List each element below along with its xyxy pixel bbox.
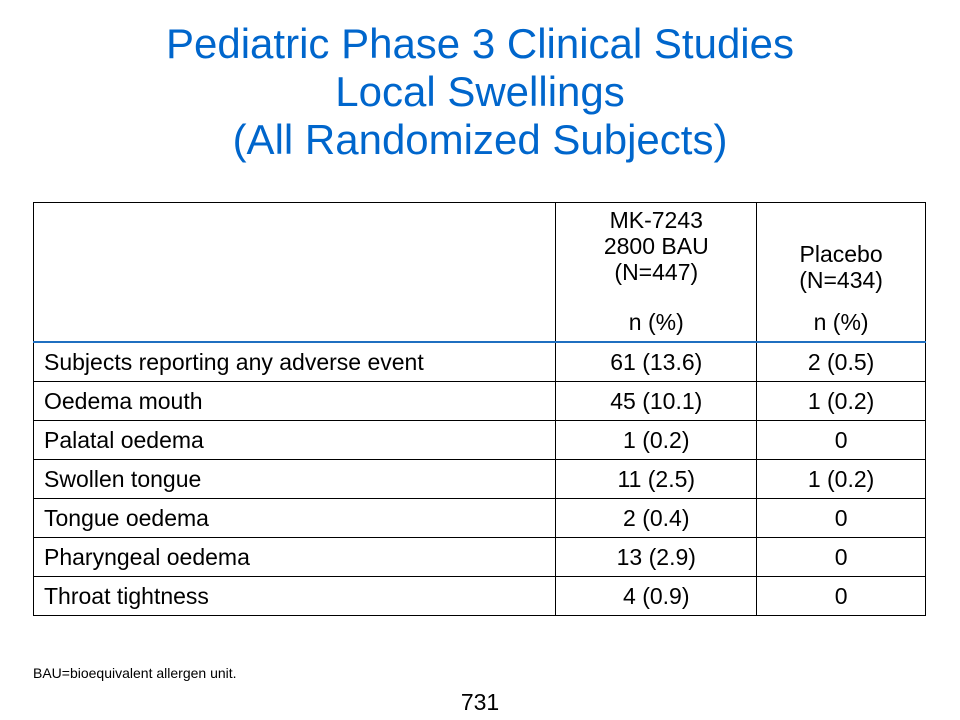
row-mk7243-value: 13 (2.9) bbox=[555, 537, 758, 577]
adverse-events-table: MK-7243 2800 BAU (N=447) n (%) Placebo (… bbox=[32, 202, 926, 616]
row-label: Palatal oedema bbox=[32, 420, 557, 460]
header-mk7243-line-2: 2800 BAU bbox=[603, 233, 709, 259]
table-row: Pharyngeal oedema 13 (2.9) 0 bbox=[32, 537, 926, 577]
header-mk7243-unit: n (%) bbox=[628, 309, 684, 335]
row-mk7243-value: 45 (10.1) bbox=[555, 381, 758, 421]
page-number: 731 bbox=[460, 689, 500, 715]
table-row: Subjects reporting any adverse event 61 … bbox=[32, 341, 926, 382]
row-label: Tongue oedema bbox=[32, 498, 557, 538]
header-mk7243: MK-7243 2800 BAU (N=447) n (%) bbox=[555, 202, 758, 343]
row-label: Swollen tongue bbox=[32, 459, 557, 499]
header-mk7243-line-3: (N=447) bbox=[614, 259, 699, 285]
footnote: BAU=bioequivalent allergen unit. bbox=[33, 665, 237, 681]
row-placebo-value: 0 bbox=[756, 498, 926, 538]
row-mk7243-value: 2 (0.4) bbox=[555, 498, 758, 538]
row-mk7243-value: 4 (0.9) bbox=[555, 576, 758, 616]
row-mk7243-value: 1 (0.2) bbox=[555, 420, 758, 460]
slide-title-line-1: Pediatric Phase 3 Clinical Studies bbox=[166, 20, 794, 67]
row-placebo-value: 0 bbox=[756, 576, 926, 616]
header-empty-cell bbox=[32, 202, 557, 343]
table-row: Palatal oedema 1 (0.2) 0 bbox=[32, 420, 926, 460]
row-label: Pharyngeal oedema bbox=[32, 537, 557, 577]
row-placebo-value: 1 (0.2) bbox=[756, 459, 926, 499]
row-placebo-value: 0 bbox=[756, 420, 926, 460]
row-mk7243-value: 61 (13.6) bbox=[555, 341, 758, 382]
row-label: Subjects reporting any adverse event bbox=[32, 341, 557, 382]
row-placebo-value: 1 (0.2) bbox=[756, 381, 926, 421]
row-placebo-value: 2 (0.5) bbox=[756, 341, 926, 382]
header-mk7243-line-1: MK-7243 bbox=[609, 207, 703, 233]
table-row: Tongue oedema 2 (0.4) 0 bbox=[32, 498, 926, 538]
table-row: Swollen tongue 11 (2.5) 1 (0.2) bbox=[32, 459, 926, 499]
table-header-row: MK-7243 2800 BAU (N=447) n (%) Placebo (… bbox=[32, 202, 926, 343]
table-row: Oedema mouth 45 (10.1) 1 (0.2) bbox=[32, 381, 926, 421]
slide-title-line-3: (All Randomized Subjects) bbox=[232, 116, 728, 163]
header-placebo-unit: n (%) bbox=[813, 309, 869, 335]
slide-title-line-2: Local Swellings bbox=[335, 68, 625, 115]
header-placebo-line-2: (N=434) bbox=[799, 267, 883, 293]
row-mk7243-value: 11 (2.5) bbox=[555, 459, 758, 499]
row-label: Throat tightness bbox=[32, 576, 557, 616]
table-row: Throat tightness 4 (0.9) 0 bbox=[32, 576, 926, 616]
header-placebo-line-1: Placebo bbox=[799, 241, 883, 267]
row-label: Oedema mouth bbox=[32, 381, 557, 421]
row-placebo-value: 0 bbox=[756, 537, 926, 577]
header-placebo: Placebo (N=434) n (%) bbox=[756, 202, 926, 343]
slide-title: Pediatric Phase 3 Clinical Studies Local… bbox=[0, 20, 960, 164]
